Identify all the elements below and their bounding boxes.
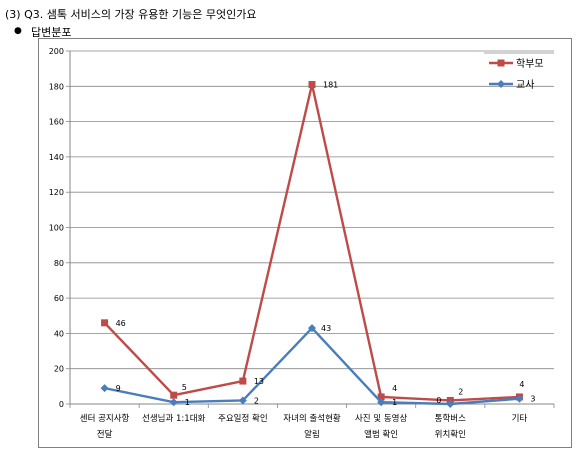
series-line (104, 326, 520, 406)
series-line (103, 83, 520, 402)
data-point (101, 319, 109, 327)
x-tick-label: 통학버스 (435, 413, 466, 424)
data-point (377, 398, 386, 407)
data-point (515, 394, 524, 403)
data-point (377, 393, 385, 401)
data-label: 1 (392, 398, 397, 407)
data-point (308, 324, 316, 333)
x-tick-label: 선생님과 1:1대화 (142, 413, 205, 424)
data-label: 0 (436, 396, 441, 405)
question-title: (3) Q3. 샘톡 서비스의 가장 유용한 기능은 무엇인가요 (5, 8, 257, 21)
bullet-icon: ● (14, 26, 22, 36)
data-label: 4 (519, 380, 524, 389)
y-tick-label: 180 (49, 82, 64, 91)
y-tick-label: 100 (49, 224, 64, 233)
y-tick-label: 120 (49, 188, 64, 197)
x-tick-label: 알림 (304, 429, 320, 440)
data-label: 1 (185, 398, 190, 407)
legend-marker (497, 59, 505, 67)
data-point (446, 400, 455, 408)
data-label: 2 (254, 396, 259, 405)
x-tick-label: 사진 및 동영상 (355, 413, 408, 424)
x-tick-label: 앨범 확인 (364, 429, 398, 440)
legend-label: 학부모 (516, 58, 544, 70)
y-tick-label: 0 (59, 400, 64, 409)
y-tick-label: 160 (49, 118, 64, 127)
data-label: 9 (116, 384, 121, 393)
y-tick-label: 140 (49, 153, 64, 162)
data-point (239, 377, 247, 385)
data-point (100, 384, 109, 393)
data-label: 181 (323, 81, 338, 90)
data-point (170, 391, 178, 399)
x-tick-label: 기타 (512, 414, 528, 424)
y-tick-label: 80 (54, 259, 64, 268)
chart-frame (38, 38, 572, 448)
series-layer (100, 81, 524, 408)
grid-layer (70, 50, 554, 370)
data-label: 5 (182, 383, 187, 392)
y-tick-label: 40 (54, 329, 64, 338)
data-point (169, 398, 178, 407)
legend-label: 교사 (516, 79, 534, 91)
section-subtitle: 답변분포 (31, 26, 72, 39)
data-label: 3 (530, 395, 535, 404)
x-tick-label: 자녀의 출석현황 (283, 413, 341, 424)
y-tick-label: 60 (54, 294, 64, 303)
data-point (238, 396, 247, 405)
data-label: 2 (458, 387, 463, 396)
data-label: 4 (392, 384, 397, 393)
label-layer: 46 5 13 181 4 2 4 9 1 2 43 1 0 3 (116, 81, 536, 408)
x-tick-label: 센터 공지사항 (80, 413, 130, 424)
x-tick-label: 위치확인 (435, 429, 466, 440)
data-label: 43 (321, 324, 331, 333)
x-tick-label: 주요일정 확인 (218, 413, 268, 424)
data-label: 46 (116, 319, 126, 328)
y-tick-label: 20 (54, 365, 64, 374)
data-point (308, 81, 316, 89)
legend-marker (497, 80, 505, 88)
y-tick-label: 200 (49, 47, 64, 56)
x-tick-label: 전달 (97, 429, 113, 440)
data-label: 13 (254, 377, 264, 386)
